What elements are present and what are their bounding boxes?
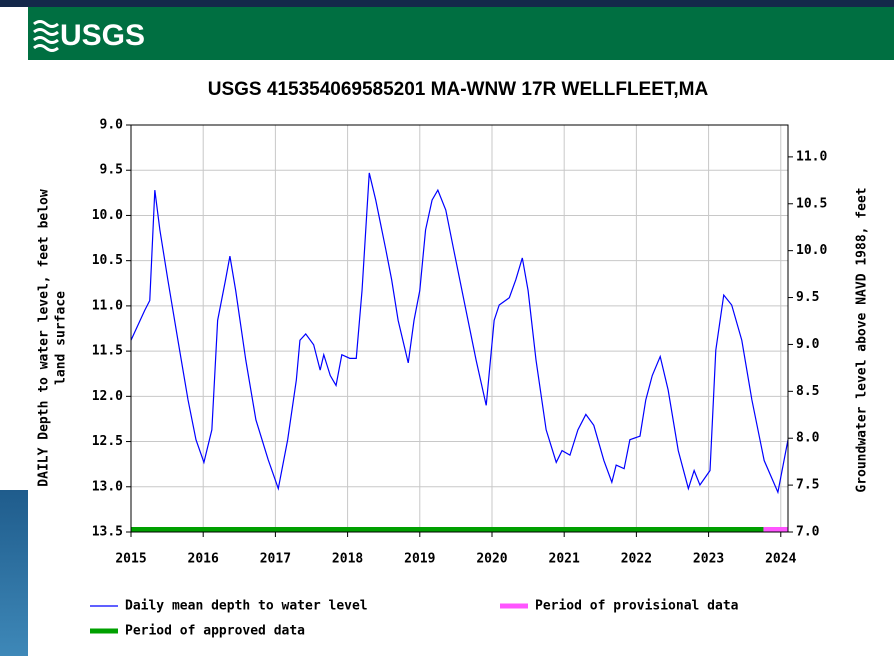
- y-tick-label: 13.0: [92, 479, 123, 494]
- y2-tick-label: 7.0: [796, 525, 820, 540]
- side-panel: [0, 490, 28, 656]
- x-tick-label: 2024: [765, 552, 796, 567]
- x-tick-label: 2020: [476, 552, 507, 567]
- usgs-banner: [28, 7, 894, 60]
- data-line: [130, 172, 789, 495]
- y2-tick-label: 8.0: [796, 431, 820, 446]
- y2-tick-label: 10.0: [796, 243, 827, 258]
- y-axis-label: land surface: [54, 291, 69, 385]
- x-tick-label: 2015: [115, 552, 146, 567]
- y-tick-label: 11.5: [92, 344, 123, 359]
- x-tick-label: 2019: [404, 552, 435, 567]
- y-tick-label: 11.0: [92, 298, 123, 313]
- y2-axis-label: Groundwater level above NAVD 1988, feet: [855, 187, 870, 492]
- legend-label: Period of provisional data: [535, 599, 739, 614]
- y-tick-label: 12.0: [92, 389, 123, 404]
- x-tick-label: 2018: [332, 552, 363, 567]
- legend-label: Daily mean depth to water level: [125, 599, 368, 614]
- y-tick-label: 10.0: [92, 208, 123, 223]
- y2-tick-label: 9.5: [796, 290, 819, 305]
- period-bar: [763, 527, 788, 532]
- y-tick-label: 13.5: [92, 525, 123, 540]
- y2-tick-label: 10.5: [796, 196, 827, 211]
- legend-swatch: [90, 628, 118, 634]
- legend-label: Period of approved data: [125, 624, 305, 639]
- y-tick-label: 9.5: [100, 163, 123, 178]
- y2-tick-label: 9.0: [796, 337, 820, 352]
- y-tick-label: 12.5: [92, 434, 123, 449]
- x-tick-label: 2021: [549, 552, 580, 567]
- period-bar: [131, 527, 764, 532]
- chart-title: USGS 415354069585201 MA-WNW 17R WELLFLEE…: [208, 79, 709, 100]
- usgs-logo: USGS: [60, 19, 145, 52]
- x-tick-label: 2023: [693, 552, 724, 567]
- usgs-waves: [33, 20, 59, 52]
- y-tick-label: 9.0: [100, 118, 124, 133]
- y-axis-label: DAILY Depth to water level, feet below: [37, 189, 52, 487]
- plot-frame: [130, 124, 789, 533]
- y2-tick-label: 7.5: [796, 478, 819, 493]
- legend-swatch: [500, 603, 528, 609]
- x-tick-label: 2022: [621, 552, 652, 567]
- x-tick-label: 2017: [260, 552, 291, 567]
- x-tick-label: 2016: [188, 552, 219, 567]
- y2-tick-label: 11.0: [796, 149, 827, 164]
- top-bar: [0, 0, 894, 7]
- y-tick-label: 10.5: [92, 253, 123, 268]
- y2-tick-label: 8.5: [796, 384, 819, 399]
